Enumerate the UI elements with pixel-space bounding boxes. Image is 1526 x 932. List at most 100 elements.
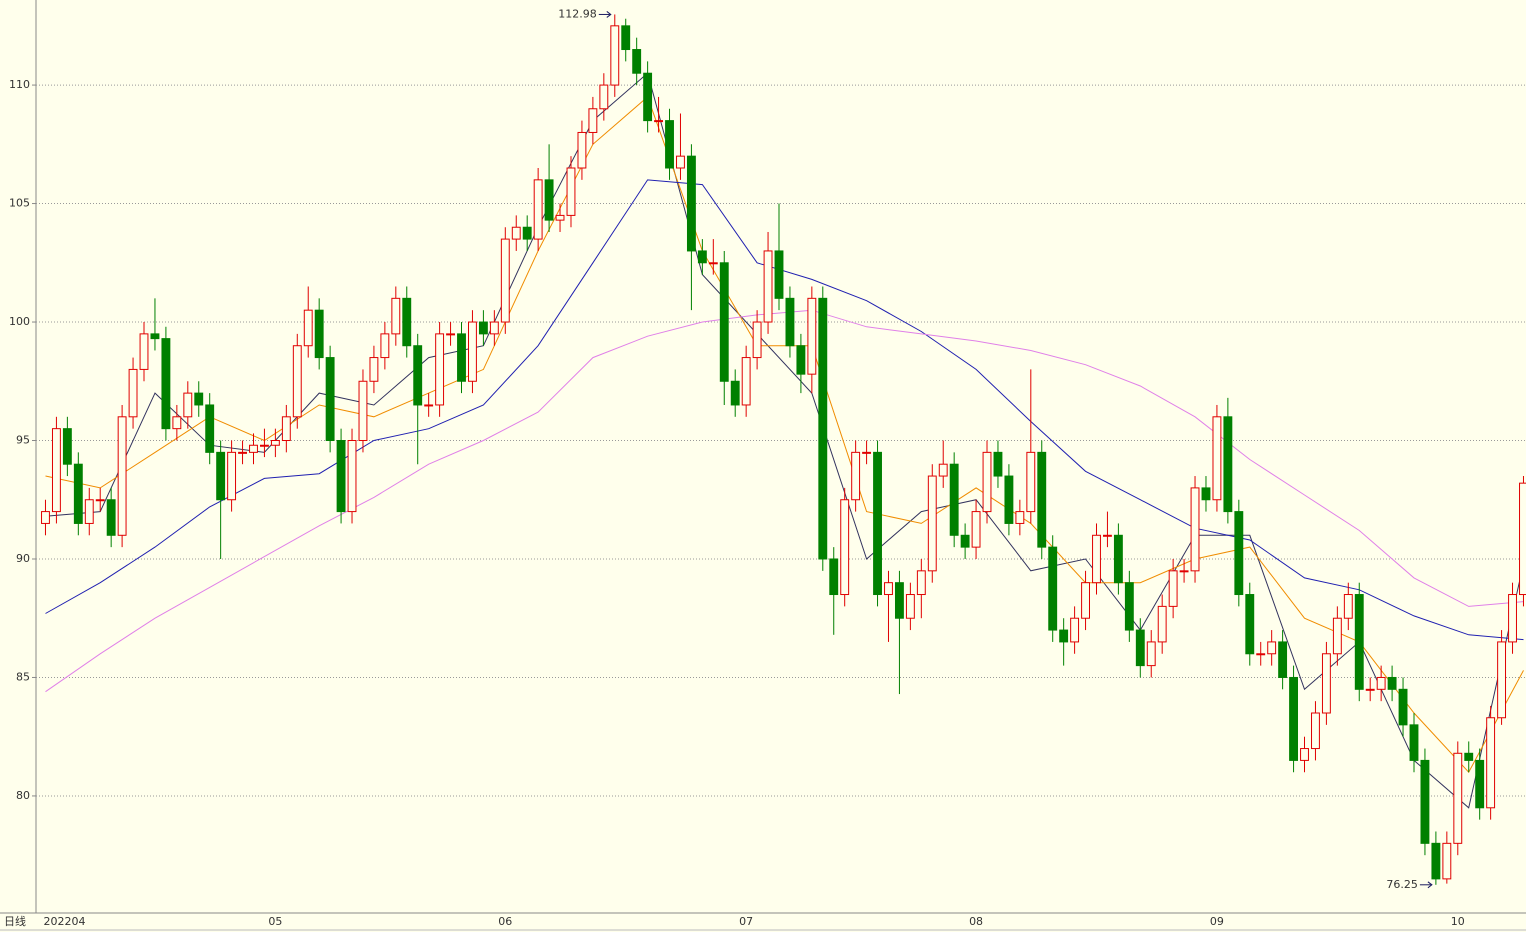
extreme-arrowhead bbox=[606, 11, 612, 18]
candle-body bbox=[621, 25, 631, 51]
candle-body bbox=[1234, 511, 1244, 596]
candle-body bbox=[960, 534, 970, 548]
candle-body bbox=[336, 440, 346, 513]
candle-body bbox=[774, 250, 784, 299]
candle-body bbox=[292, 345, 302, 418]
candle-body bbox=[1245, 594, 1255, 655]
candle-body bbox=[577, 131, 587, 169]
candle-body bbox=[1420, 759, 1430, 844]
candle-body bbox=[435, 333, 445, 406]
y-tick-label: 90 bbox=[16, 552, 30, 565]
candle-body bbox=[402, 297, 412, 347]
candle-body bbox=[1048, 546, 1058, 631]
candle-body bbox=[1212, 416, 1222, 501]
candle-body bbox=[818, 297, 828, 560]
candle-body bbox=[161, 338, 171, 430]
candle-body bbox=[1321, 653, 1331, 714]
x-tick-label: 05 bbox=[268, 915, 282, 928]
candle-body bbox=[752, 321, 762, 359]
candle-body bbox=[829, 558, 839, 596]
candle-body bbox=[1453, 752, 1463, 844]
candle-body bbox=[172, 416, 182, 430]
candle-body bbox=[1442, 842, 1452, 880]
candle-body bbox=[1015, 511, 1025, 524]
x-tick-label: 202204 bbox=[43, 915, 85, 928]
candle-body bbox=[982, 451, 992, 513]
y-tick-label: 110 bbox=[9, 78, 30, 91]
candle-body bbox=[1037, 451, 1047, 548]
x-tick-label: 08 bbox=[969, 915, 983, 928]
candle-body bbox=[325, 357, 335, 442]
candle-body bbox=[468, 321, 477, 382]
period-label: 日线 bbox=[4, 914, 26, 928]
candle-body bbox=[413, 345, 423, 406]
ma-line bbox=[45, 96, 1524, 774]
y-tick-label: 100 bbox=[9, 315, 30, 328]
candle-body bbox=[139, 333, 149, 370]
candle-body bbox=[478, 321, 488, 335]
candle-body bbox=[1256, 653, 1266, 656]
candle-body bbox=[1475, 759, 1485, 809]
candle-body bbox=[544, 179, 554, 221]
candle-body bbox=[851, 451, 861, 501]
extreme-label: 76.25 bbox=[1386, 878, 1418, 891]
candle-body bbox=[1059, 629, 1069, 643]
candle-body bbox=[719, 262, 729, 382]
candle-body bbox=[347, 440, 357, 513]
candle-body bbox=[938, 463, 948, 477]
candle-body bbox=[249, 444, 258, 453]
candle-body bbox=[588, 108, 598, 133]
ma-line bbox=[45, 309, 1524, 693]
candle-body bbox=[1398, 688, 1408, 726]
candle-body bbox=[1354, 594, 1364, 690]
x-tick-label: 09 bbox=[1210, 915, 1224, 928]
candle-body bbox=[665, 120, 674, 169]
candle-body bbox=[796, 345, 806, 375]
candle-body bbox=[128, 368, 138, 418]
candle-body bbox=[1519, 482, 1526, 596]
candle-body bbox=[993, 451, 1003, 477]
candle-body bbox=[511, 226, 521, 240]
candle-body bbox=[1092, 534, 1101, 584]
candle-body bbox=[1168, 570, 1178, 607]
candle-body bbox=[183, 392, 193, 418]
candle-body bbox=[259, 444, 269, 447]
candle-body bbox=[51, 428, 61, 513]
candle-body bbox=[697, 250, 707, 264]
candle-body bbox=[270, 440, 280, 446]
candle-body bbox=[380, 333, 390, 359]
candle-body bbox=[971, 511, 981, 548]
x-tick-label: 07 bbox=[739, 915, 753, 928]
candle-body bbox=[632, 49, 642, 74]
y-tick-label: 95 bbox=[16, 434, 30, 447]
candle-body bbox=[194, 392, 204, 406]
candle-body bbox=[785, 297, 795, 347]
candle-body bbox=[533, 179, 543, 240]
candle-body bbox=[1497, 641, 1507, 719]
candle-body bbox=[1289, 676, 1299, 761]
candle-body bbox=[358, 380, 368, 442]
candle-body bbox=[1157, 605, 1167, 643]
y-tick-label: 105 bbox=[9, 197, 30, 210]
candle-body bbox=[654, 120, 664, 123]
candle-body bbox=[763, 250, 773, 323]
candle-body bbox=[73, 463, 83, 524]
extreme-label: 112.98 bbox=[558, 7, 597, 20]
candle-body bbox=[489, 321, 499, 335]
candle-body bbox=[314, 309, 324, 359]
candle-body bbox=[555, 214, 565, 221]
grid bbox=[32, 84, 1526, 797]
candle-body bbox=[686, 155, 696, 252]
candle-body bbox=[1223, 416, 1233, 513]
labels: 80 85 90 95 100 105 110 202204 05 06 07 08 09 10 112.9… bbox=[9, 7, 1465, 928]
candle-body bbox=[1278, 641, 1288, 678]
candle-body bbox=[1070, 617, 1080, 643]
candles bbox=[41, 14, 1526, 885]
candle-body bbox=[1135, 629, 1145, 667]
candle-body bbox=[862, 451, 872, 454]
y-tick-label: 80 bbox=[16, 789, 30, 802]
ma-line bbox=[45, 179, 1524, 641]
candle-body bbox=[117, 416, 127, 536]
y-tick-label: 85 bbox=[16, 670, 30, 683]
candle-body bbox=[1508, 594, 1517, 643]
